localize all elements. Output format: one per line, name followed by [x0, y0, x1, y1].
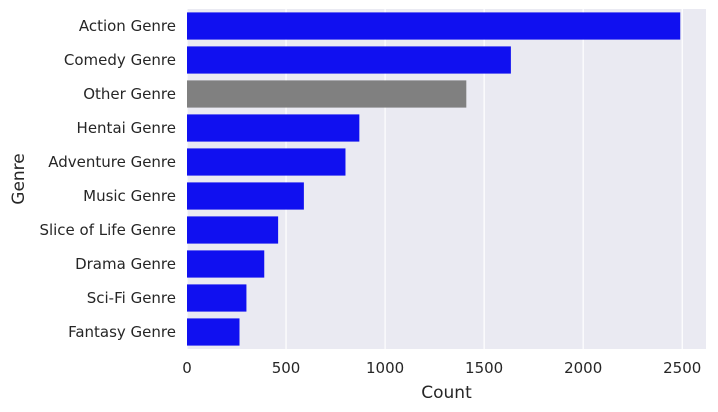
bar	[187, 250, 265, 278]
y-tick-label: Other Genre	[83, 85, 176, 103]
bar	[187, 114, 360, 142]
bar	[187, 318, 240, 346]
y-tick-label: Comedy Genre	[64, 51, 176, 69]
x-tick-label: 1500	[465, 359, 503, 377]
bar	[187, 80, 467, 108]
y-axis-label: Genre	[9, 153, 29, 204]
x-tick-label: 0	[182, 359, 192, 377]
y-tick-labels: Action Genre Comedy Genre Other Genre Henta…	[39, 17, 176, 341]
y-tick-label: Drama Genre	[75, 255, 176, 273]
bars	[187, 12, 681, 346]
x-tick-label: 500	[272, 359, 301, 377]
bar	[187, 148, 346, 176]
y-tick-label: Hentai Genre	[77, 119, 176, 137]
bar	[187, 46, 511, 74]
x-tick-label: 1000	[366, 359, 404, 377]
x-tick-labels: 0 500 1000 1500 2000 2500	[182, 359, 701, 377]
x-axis-label: Count	[421, 383, 472, 403]
y-tick-label: Slice of Life Genre	[39, 221, 176, 239]
y-tick-label: Fantasy Genre	[68, 323, 176, 341]
y-tick-label: Action Genre	[79, 17, 176, 35]
y-tick-label: Adventure Genre	[48, 153, 176, 171]
bar	[187, 216, 279, 244]
y-tick-label: Music Genre	[83, 187, 176, 205]
x-tick-label: 2000	[564, 359, 602, 377]
bar	[187, 12, 681, 40]
x-tick-label: 2500	[663, 359, 701, 377]
bar	[187, 182, 304, 210]
y-tick-label: Sci-Fi Genre	[87, 289, 176, 307]
bar	[187, 284, 247, 312]
